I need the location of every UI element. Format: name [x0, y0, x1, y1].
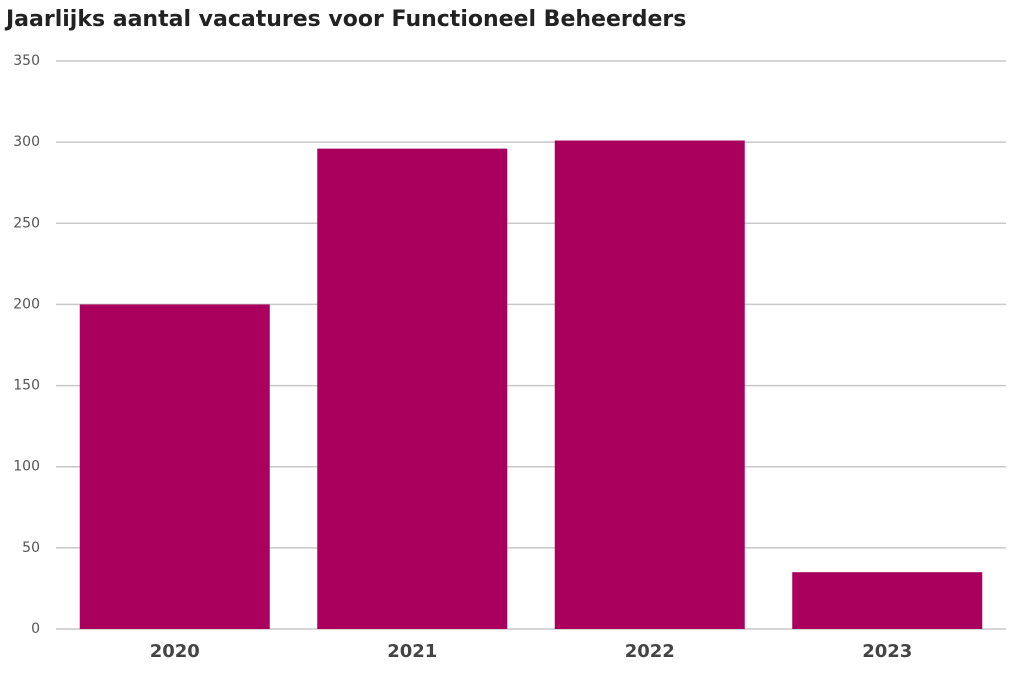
- x-tick-label: 2022: [625, 641, 675, 662]
- y-tick-label: 350: [13, 53, 40, 69]
- x-tick-label: 2023: [862, 641, 912, 662]
- y-tick-label: 150: [13, 378, 40, 394]
- bar: [317, 148, 508, 630]
- y-tick-label: 50: [22, 540, 40, 556]
- chart-title: Jaarlijks aantal vacatures voor Function…: [4, 7, 686, 32]
- bar: [554, 140, 745, 629]
- x-tick-label: 2021: [387, 641, 437, 662]
- y-tick-label: 250: [13, 215, 40, 231]
- x-tick-label: 2020: [150, 641, 200, 662]
- y-tick-label: 300: [13, 134, 40, 150]
- bar: [792, 572, 983, 629]
- y-tick-label: 200: [13, 296, 40, 312]
- bar: [79, 304, 270, 629]
- y-tick-label: 0: [31, 621, 40, 637]
- y-tick-label: 100: [13, 459, 40, 475]
